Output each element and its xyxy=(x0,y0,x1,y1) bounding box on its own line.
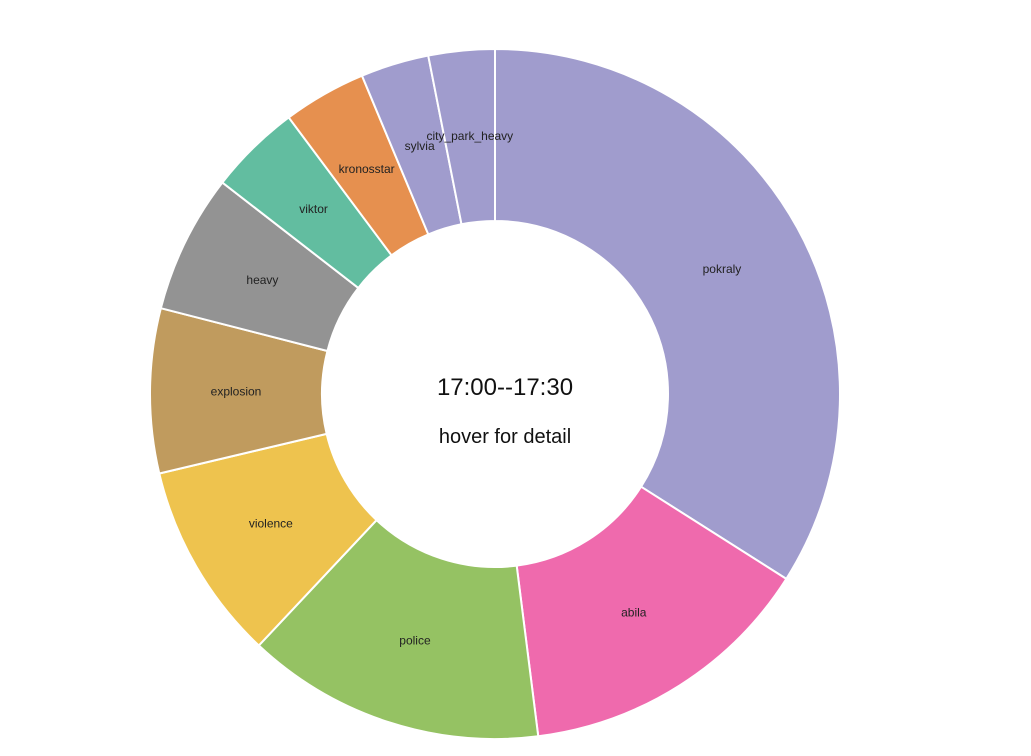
slice-label-viktor: viktor xyxy=(299,202,328,216)
slice-label-police: police xyxy=(399,633,431,647)
slice-label-pokraly: pokraly xyxy=(703,262,742,276)
slice-abila[interactable] xyxy=(515,485,788,738)
slice-label-abila: abila xyxy=(621,606,647,620)
slice-label-kronosstar: kronosstar xyxy=(339,162,395,176)
slice-label-heavy: heavy xyxy=(246,273,278,287)
donut-slices xyxy=(149,47,841,740)
slice-pokraly[interactable] xyxy=(494,47,841,581)
slice-label-sylvia: sylvia xyxy=(405,139,435,153)
slice-label-violence: violence xyxy=(249,517,293,531)
slice-city-park-heavy[interactable] xyxy=(427,47,496,226)
slice-labels: pokraly abila police violence explosion heavy… xyxy=(211,129,742,647)
slice-label-explosion: explosion xyxy=(211,385,262,399)
center-hint-label: hover for detail xyxy=(439,426,571,448)
center-time-label: 17:00--17:30 xyxy=(437,374,573,401)
slice-label-city-park-heavy: city_park_heavy xyxy=(426,129,513,143)
slice-police[interactable] xyxy=(257,518,540,740)
